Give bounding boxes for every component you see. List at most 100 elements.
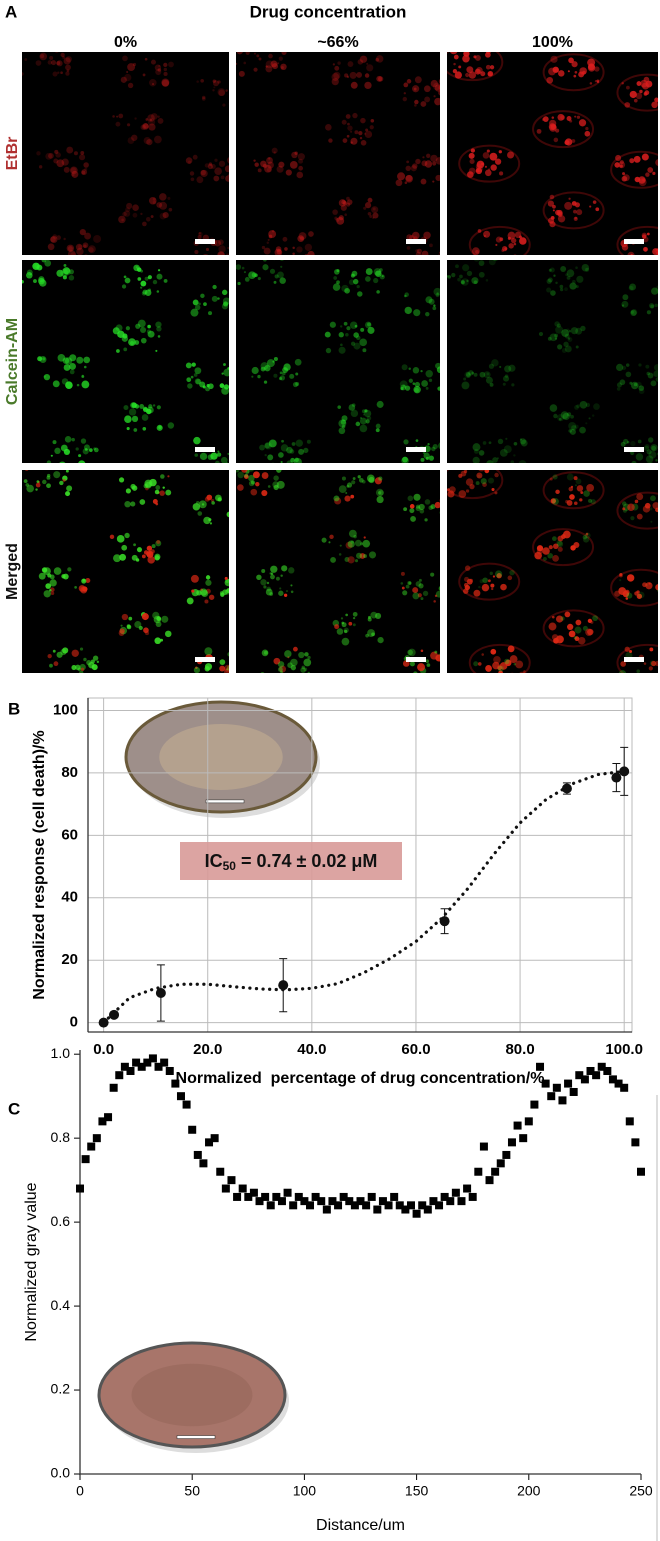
cell [551, 116, 555, 119]
cell [83, 365, 87, 369]
cell [622, 172, 626, 176]
data-point [637, 1167, 645, 1176]
cell [116, 115, 119, 118]
cell [340, 343, 343, 347]
cell [561, 348, 567, 353]
cell [421, 160, 428, 167]
cell [64, 435, 72, 443]
cell [561, 534, 566, 539]
cell [139, 499, 146, 505]
cell [144, 57, 148, 61]
cell [208, 162, 213, 166]
cell [88, 661, 95, 669]
cell [381, 275, 384, 278]
cell [122, 55, 128, 62]
cell [195, 666, 198, 670]
cell [647, 167, 654, 173]
cell [261, 568, 266, 573]
cell [267, 485, 271, 488]
cell [510, 460, 515, 463]
cell [273, 260, 276, 261]
cell [144, 631, 150, 636]
cell [429, 243, 433, 248]
cell [61, 378, 69, 385]
cell [219, 659, 226, 666]
cell [76, 383, 80, 387]
cell [565, 138, 573, 146]
cell [200, 78, 204, 83]
cell [281, 52, 287, 55]
cell [515, 660, 524, 669]
cell [273, 373, 278, 378]
cell [409, 504, 415, 509]
cell [50, 236, 56, 243]
cell [536, 128, 542, 134]
cell [374, 477, 382, 485]
cell [359, 136, 363, 140]
cell [154, 553, 161, 560]
cell [304, 652, 309, 657]
cell [257, 374, 261, 379]
cell [213, 86, 216, 89]
cell [271, 147, 278, 154]
cell [426, 663, 431, 667]
cell [162, 486, 165, 489]
data-point [115, 1071, 124, 1080]
cell [268, 157, 271, 160]
cell [513, 242, 517, 246]
cell [203, 516, 211, 525]
cell [126, 123, 131, 127]
cell [428, 455, 435, 461]
cell [71, 170, 79, 178]
cell [56, 61, 61, 66]
cell [474, 54, 481, 61]
cell [451, 272, 456, 278]
cell [147, 330, 155, 338]
cell [575, 266, 578, 269]
cell [643, 91, 648, 96]
cell [294, 151, 298, 155]
cell [69, 354, 77, 362]
cell [419, 508, 425, 514]
x-axis-label: Distance/um [316, 1517, 405, 1534]
cell [637, 439, 642, 444]
cell [46, 483, 51, 489]
cell [654, 303, 658, 308]
cell [560, 266, 567, 272]
cell [248, 271, 256, 279]
cell [241, 266, 245, 270]
cell [494, 158, 502, 165]
cell [344, 495, 351, 502]
cell [438, 442, 440, 450]
cell [542, 547, 550, 555]
cell [264, 364, 271, 372]
cell [228, 173, 229, 177]
cell [406, 160, 410, 164]
cell [547, 336, 552, 341]
cell [627, 251, 635, 255]
cell [46, 475, 51, 480]
cell [264, 442, 271, 449]
cell [68, 269, 75, 275]
cell [241, 470, 248, 473]
cell [549, 477, 553, 481]
cell [152, 200, 157, 205]
cell [39, 52, 48, 61]
cell [135, 558, 140, 562]
cell [346, 484, 350, 488]
cell [341, 637, 350, 646]
data-point [496, 1159, 505, 1168]
cell [646, 449, 652, 455]
cell [616, 387, 621, 391]
cell [224, 664, 229, 673]
cell [248, 474, 255, 482]
cell [420, 597, 424, 601]
cell [578, 71, 585, 78]
x-tick-label: 250 [629, 1483, 653, 1499]
cell [52, 71, 58, 77]
cell [519, 671, 526, 673]
cell [505, 437, 508, 440]
cell [428, 378, 433, 382]
data-point [277, 1197, 286, 1206]
cell [279, 665, 287, 673]
